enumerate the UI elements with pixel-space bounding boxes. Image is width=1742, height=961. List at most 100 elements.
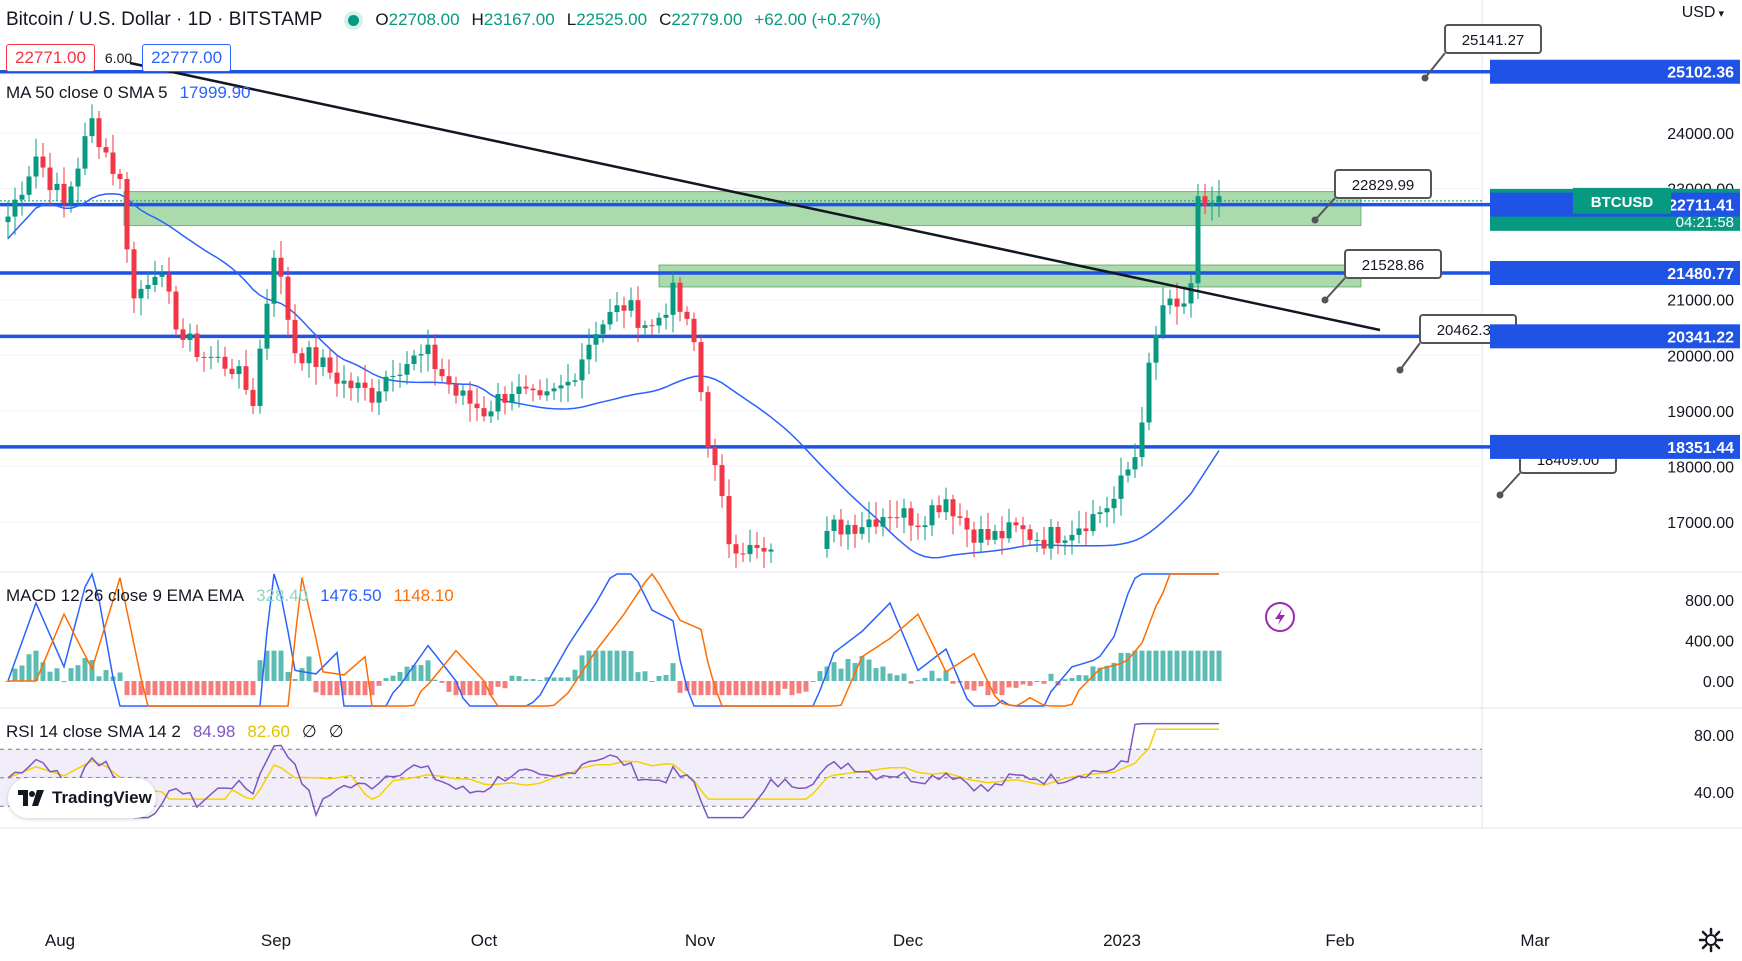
price-badge-label: 21480.77 xyxy=(1667,266,1734,283)
countdown-label: 04:21:58 xyxy=(1676,214,1734,231)
candle-body xyxy=(355,382,361,389)
macd-legend[interactable]: MACD 12 26 close 9 EMA EMA 328.40 1476.50… xyxy=(6,586,454,606)
callout-anchor xyxy=(1311,216,1319,224)
macd-histogram-bar xyxy=(915,680,921,682)
candle-body xyxy=(131,249,137,299)
candle-body xyxy=(880,517,886,527)
candle-body xyxy=(152,276,158,286)
rsi-legend-name: RSI 14 close SMA 14 2 xyxy=(6,722,181,741)
macd-histogram-bar xyxy=(775,681,781,696)
currency-selector[interactable]: USD ▾ xyxy=(1682,4,1724,22)
candle-body xyxy=(110,152,116,174)
candle-body xyxy=(901,508,907,518)
macd-signal-line xyxy=(8,572,1219,707)
candle-body xyxy=(1013,522,1019,526)
candle-body xyxy=(390,375,396,377)
ohlc-key: C xyxy=(659,10,672,29)
macd-histogram-bar xyxy=(600,650,606,681)
buy-price-button[interactable]: 22777.00 xyxy=(142,44,232,72)
macd-histogram-bar xyxy=(425,660,431,681)
sell-price-button[interactable]: 22771.00 xyxy=(6,44,95,72)
market-status-icon[interactable] xyxy=(348,14,360,26)
ohlc-item: H23167.00 xyxy=(472,10,555,30)
callout-anchor xyxy=(1421,74,1429,82)
candle-body xyxy=(460,390,466,396)
candle-body xyxy=(705,392,711,448)
macd-histogram-bar xyxy=(1097,667,1103,681)
ohlc-item: L22525.00 xyxy=(567,10,647,30)
macd-histogram-bar xyxy=(656,676,662,681)
candle-body xyxy=(1146,362,1152,423)
price-badge-label: 20341.22 xyxy=(1667,329,1734,346)
time-axis[interactable]: Aug Sep Oct Nov Dec 2023 Feb Mar xyxy=(45,931,1550,950)
macd-histogram-bar xyxy=(1090,666,1096,681)
candle-body xyxy=(621,305,627,311)
macd-histogram-bar xyxy=(236,681,242,696)
macd-histogram-bar xyxy=(376,681,382,686)
candle-body xyxy=(138,288,144,299)
macd-histogram-bar xyxy=(810,681,816,682)
candle-body xyxy=(614,305,620,313)
macd-histogram-bar xyxy=(817,671,823,681)
settings-gear-icon[interactable] xyxy=(1698,927,1724,953)
macd-histogram-bar xyxy=(887,673,893,681)
macd-histogram-bar xyxy=(404,666,410,681)
macd-histogram-bar xyxy=(859,656,865,681)
time-tick-label: Aug xyxy=(45,931,75,950)
macd-histogram-bar xyxy=(1013,681,1019,688)
candle-body xyxy=(1027,529,1033,540)
macd-histogram-bar xyxy=(1027,681,1033,686)
macd-histogram-bar xyxy=(411,665,417,681)
ma-legend-name: MA 50 close 0 SMA 5 xyxy=(6,83,168,102)
candle-body xyxy=(369,387,375,403)
macd-histogram-bar xyxy=(1174,650,1180,681)
macd-histogram-bar xyxy=(985,681,991,696)
macd-histogram-bar xyxy=(866,659,872,681)
candle-body xyxy=(502,394,508,403)
rsi-legend-value: 84.98 xyxy=(192,722,236,741)
chevron-down-icon: ▾ xyxy=(1718,8,1724,20)
ohlc-item: O22708.00 xyxy=(375,10,459,30)
macd-histogram-bar xyxy=(558,677,564,681)
callout-label: 25141.27 xyxy=(1462,32,1525,49)
macd-histogram-bar xyxy=(33,650,39,681)
candle-body xyxy=(1097,512,1103,515)
symbol-title[interactable]: Bitcoin / U.S. Dollar · 1D · BITSTAMP xyxy=(6,9,323,30)
macd-histogram-bar xyxy=(1020,681,1026,685)
rsi-line xyxy=(7,722,1219,819)
candle-body xyxy=(922,525,928,528)
macd-histogram-bar xyxy=(1041,681,1047,684)
callout-anchor xyxy=(1321,296,1329,304)
callout-pointer xyxy=(1399,342,1421,371)
macd-histogram-bar xyxy=(460,681,466,696)
macd-histogram-bar xyxy=(271,650,277,681)
candle-body xyxy=(432,344,438,370)
callout-label: 22829.99 xyxy=(1352,177,1415,194)
macd-histogram-bar xyxy=(19,665,25,681)
macd-histogram-bar xyxy=(390,675,396,681)
rsi-legend[interactable]: RSI 14 close SMA 14 2 84.98 82.60 ∅ ∅ xyxy=(6,722,344,742)
candle-body xyxy=(425,344,431,355)
trendline[interactable] xyxy=(129,61,1381,332)
candle-body xyxy=(712,447,718,466)
tradingview-logo[interactable]: TradingView xyxy=(8,778,156,818)
macd-histogram-bar xyxy=(439,681,445,683)
macd-histogram-bar xyxy=(488,681,494,696)
macd-histogram-bar xyxy=(516,676,522,681)
macd-histogram-bar xyxy=(747,681,753,696)
candle-body xyxy=(908,508,914,526)
macd-histogram-bar xyxy=(551,677,557,681)
candle-body xyxy=(565,381,571,386)
macd-histogram-bar xyxy=(1034,681,1040,682)
symbol-tag xyxy=(1573,187,1671,214)
macd-histogram-bar xyxy=(103,670,109,681)
price-badge-label: 18351.44 xyxy=(1667,440,1734,457)
price-axis[interactable]: 24000.0023000.0021000.0020000.0019000.00… xyxy=(1490,59,1740,802)
candle-body xyxy=(551,388,557,392)
candle-body xyxy=(376,391,382,403)
ma-legend[interactable]: MA 50 close 0 SMA 5 17999.90 xyxy=(6,83,251,103)
time-tick-label: Oct xyxy=(471,931,498,950)
price-tick-label: 17000.00 xyxy=(1667,515,1734,532)
macd-histogram-bar xyxy=(726,681,732,696)
